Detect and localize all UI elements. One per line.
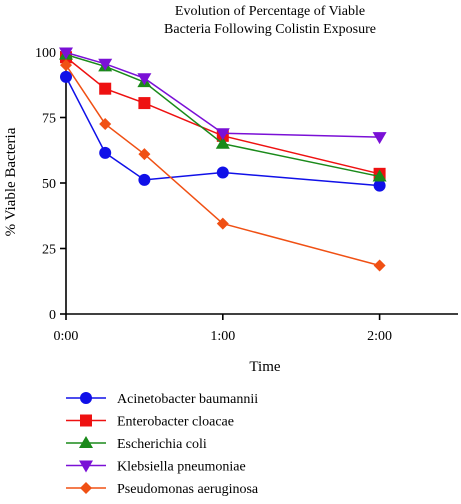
series-pseudomonas-aeruginosa xyxy=(60,59,386,272)
x-axis-label: Time xyxy=(249,359,280,375)
data-point xyxy=(60,70,72,83)
y-tick-label: 75 xyxy=(42,112,56,127)
data-point xyxy=(216,166,229,179)
legend-label: Pseudomonas aeruginosa xyxy=(117,482,259,497)
series-klebsiella-pneumoniae xyxy=(59,47,387,145)
legend-label: Enterobacter cloacae xyxy=(117,415,234,430)
series-escherichia-coli xyxy=(59,47,387,182)
data-point xyxy=(215,136,230,149)
legend-item-enterobacter-cloacae: Enterobacter cloacae xyxy=(66,414,234,430)
y-tick-label: 0 xyxy=(49,308,56,323)
legend: Acinetobacter baumannii Enterobacter cloa… xyxy=(66,392,259,497)
legend-label: Escherichia coli xyxy=(117,437,207,452)
legend-label: Klebsiella pneumoniae xyxy=(117,460,246,475)
chart-title-line-1: Evolution of Percentage of Viable xyxy=(175,4,365,19)
y-tick-label: 50 xyxy=(42,177,56,192)
data-point xyxy=(99,146,112,159)
data-point xyxy=(138,173,151,186)
data-point xyxy=(373,179,386,192)
series-acinetobacter-baumannii xyxy=(60,70,386,192)
legend-marker xyxy=(80,414,92,427)
data-point xyxy=(373,259,386,272)
legend-marker xyxy=(80,482,92,494)
legend-item-escherichia-coli: Escherichia coli xyxy=(66,436,207,452)
legend-item-klebsiella-pneumoniae: Klebsiella pneumoniae xyxy=(66,460,246,475)
axes: 0 25 50 75 100 0:00 1:00 2:00 xyxy=(35,46,458,344)
legend-marker xyxy=(80,392,92,404)
series-line-klebsiella-pneumoniae xyxy=(65,51,380,138)
series-layer xyxy=(59,47,387,272)
data-point xyxy=(138,148,151,161)
chart-title: Evolution of Percentage of Viable Bacter… xyxy=(164,4,376,37)
data-point xyxy=(99,82,112,95)
data-point xyxy=(215,128,230,141)
legend-label: Acinetobacter baumannii xyxy=(117,392,258,407)
series-line-enterobacter-cloacae xyxy=(65,56,380,175)
y-tick-label: 100 xyxy=(35,46,56,61)
data-point xyxy=(372,169,387,182)
legend-marker xyxy=(79,460,93,473)
data-point xyxy=(137,73,152,86)
x-tick-label: 2:00 xyxy=(367,329,392,344)
data-point xyxy=(138,97,151,110)
series-line-pseudomonas-aeruginosa xyxy=(65,64,380,267)
data-point xyxy=(99,118,112,131)
legend-item-pseudomonas-aeruginosa: Pseudomonas aeruginosa xyxy=(66,482,259,497)
data-point xyxy=(372,132,387,145)
x-tick-label: 0:00 xyxy=(54,329,79,344)
legend-item-acinetobacter-baumannii: Acinetobacter baumannii xyxy=(66,392,258,407)
y-axis-label: % Viable Bacteria xyxy=(3,127,19,236)
x-tick-label: 1:00 xyxy=(210,329,235,344)
data-point xyxy=(98,58,113,71)
data-point xyxy=(216,217,229,230)
legend-marker xyxy=(79,436,93,448)
chart-title-line-2: Bacteria Following Colistin Exposure xyxy=(164,22,376,37)
data-point xyxy=(60,59,72,72)
data-point xyxy=(59,47,73,60)
y-tick-label: 25 xyxy=(42,243,56,258)
